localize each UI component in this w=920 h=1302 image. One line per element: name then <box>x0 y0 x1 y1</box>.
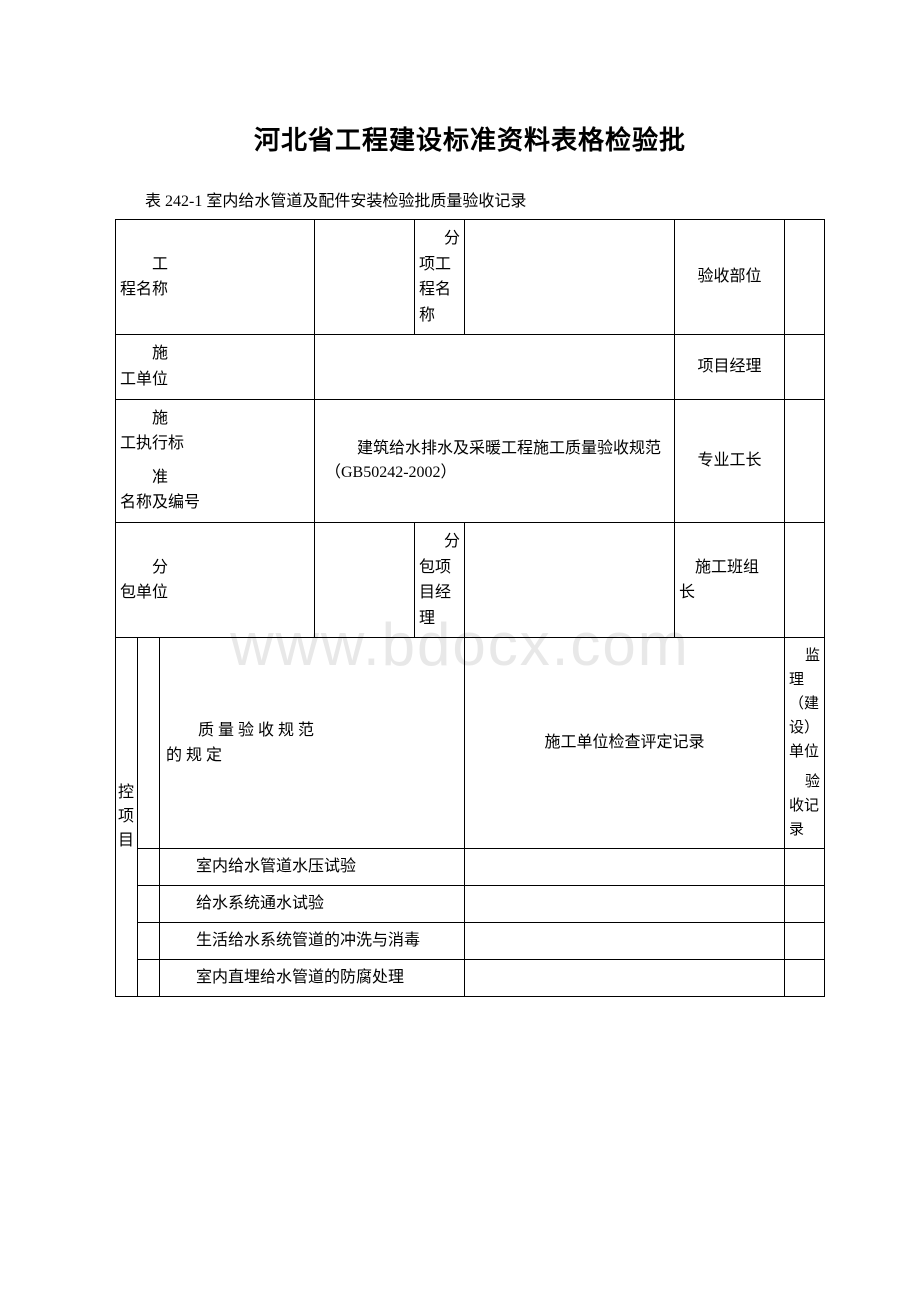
value-project-manager <box>785 361 824 373</box>
document-content: 河北省工程建设标准资料表格检验批 表 242-1 室内给水管道及配件安装检验批质… <box>0 0 920 997</box>
value-subcontractor <box>315 574 414 586</box>
value-sub-pm <box>465 574 674 586</box>
item-description: 室内直埋给水管道的防腐处理 <box>160 960 464 996</box>
table-row: 工 程名称 分 项工程名称 验收部位 <box>116 220 825 335</box>
item-description: 给水系统通水试验 <box>160 886 464 922</box>
label-supervision-record: 监 理（建设）单位 验 收记录 <box>785 638 824 848</box>
table-row: 给水系统通水试验 <box>116 886 825 923</box>
value-acceptance-location <box>785 271 824 283</box>
item-description: 室内给水管道水压试验 <box>160 849 464 885</box>
item-supervision <box>785 935 824 947</box>
value-sub-project <box>465 271 674 283</box>
document-title: 河北省工程建设标准资料表格检验批 <box>115 120 825 157</box>
table-row: 施 工单位 项目经理 <box>116 335 825 399</box>
item-description: 生活给水系统管道的冲洗与消毒 <box>160 923 464 959</box>
item-supervision <box>785 972 824 984</box>
table-row: 施 工执行标 准 名称及编号 建筑给水排水及采暖工程施工质量验收规范（GB502… <box>116 399 825 522</box>
label-team-leader: 施工班组 长 <box>675 549 784 612</box>
table-row: 生活给水系统管道的冲洗与消毒 <box>116 923 825 960</box>
item-supervision <box>785 861 824 873</box>
item-record <box>465 861 784 873</box>
value-construction-unit <box>315 361 674 373</box>
empty-cell <box>138 737 159 749</box>
item-record <box>465 972 784 984</box>
label-subcontractor: 分 包单位 <box>116 549 314 612</box>
label-control-item: 控项目 <box>116 741 137 893</box>
value-foreman <box>785 455 824 467</box>
table-row: 控项目 质 量 验 收 规 范 的 规 定 施工单位检查评定记录 监 理（建设）… <box>116 638 825 849</box>
label-foreman: 专业工长 <box>675 443 784 479</box>
item-number <box>138 898 159 910</box>
label-project-name: 工 程名称 <box>116 246 314 309</box>
table-row: 室内给水管道水压试验 <box>116 849 825 886</box>
item-record <box>465 898 784 910</box>
item-number <box>138 861 159 873</box>
label-sub-project: 分 项工程名称 <box>415 220 464 334</box>
label-project-manager: 项目经理 <box>675 349 784 385</box>
value-standard-name: 建筑给水排水及采暖工程施工质量验收规范（GB50242-2002） <box>315 431 674 491</box>
value-team-leader <box>785 574 824 586</box>
item-record <box>465 935 784 947</box>
item-number <box>138 935 159 947</box>
label-standard-name: 施 工执行标 准 名称及编号 <box>116 400 314 522</box>
label-acceptance-location: 验收部位 <box>675 259 784 295</box>
label-sub-pm: 分 包项目经理 <box>415 523 464 637</box>
table-row: 分 包单位 分 包项目经理 施工班组 长 <box>116 522 825 637</box>
table-row: 室内直埋给水管道的防腐处理 <box>116 960 825 997</box>
label-inspection-record: 施工单位检查评定记录 <box>465 725 784 761</box>
label-construction-unit: 施 工单位 <box>116 335 314 398</box>
value-project-name <box>315 271 414 283</box>
item-supervision <box>785 898 824 910</box>
inspection-table: 工 程名称 分 项工程名称 验收部位 施 工单位 <box>115 219 825 997</box>
item-number <box>138 972 159 984</box>
table-caption: 表 242-1 室内给水管道及配件安装检验批质量验收记录 <box>145 187 825 211</box>
label-quality-spec: 质 量 验 收 规 范 的 规 定 <box>160 678 464 809</box>
